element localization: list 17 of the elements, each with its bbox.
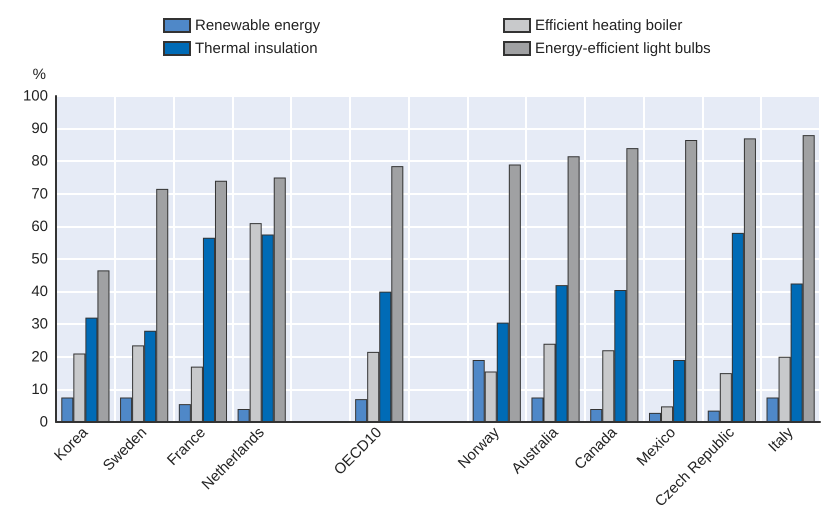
y-tick-label: 20 <box>31 348 48 366</box>
y-tick-label: 100 <box>22 88 48 104</box>
y-tick-label: 70 <box>31 185 48 202</box>
y-tick-label: 80 <box>31 152 48 170</box>
y-tick-label: 0 <box>40 414 48 430</box>
y-tick-label: 90 <box>31 120 48 138</box>
y-tick-label: 60 <box>31 218 48 235</box>
y-tick-label: 50 <box>31 250 48 268</box>
legend-label: Efficient heating boiler <box>535 17 682 34</box>
x-tick-label: Italy <box>765 424 797 456</box>
legend-label: Energy-efficient light bulbs <box>535 40 711 57</box>
legend-label: Thermal insulation <box>195 40 318 57</box>
y-tick-label: 40 <box>31 283 48 300</box>
legend-label: Renewable energy <box>195 17 321 34</box>
y-tick-label: 30 <box>31 316 48 333</box>
y-axis-title: % <box>32 66 46 83</box>
y-tick-label: 10 <box>31 380 48 398</box>
